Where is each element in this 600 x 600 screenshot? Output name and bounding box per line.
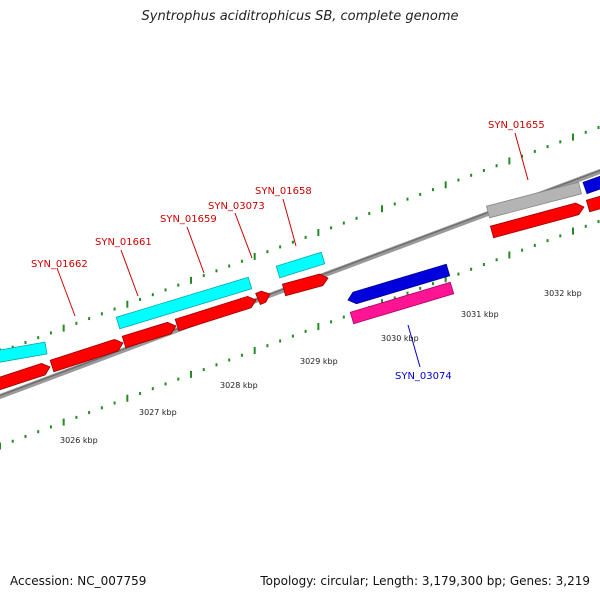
upper-tick-track — [0, 126, 600, 356]
gene-label-forward: SYN_01661 — [95, 237, 152, 248]
gene-bar-cyan — [275, 251, 326, 279]
accession-text: Accession: NC_007759 — [10, 574, 147, 588]
gene-label-forward: SYN_01659 — [160, 214, 217, 225]
gene-bar-cyan — [115, 276, 253, 330]
label-leader-lines — [56, 132, 529, 368]
gene-label-forward: SYN_01662 — [31, 259, 88, 270]
gene-label-forward: SYN_01658 — [255, 186, 312, 197]
map-title: Syntrophus aciditrophicus SB, complete g… — [141, 9, 459, 24]
leader-line — [234, 212, 253, 259]
topology-summary: Topology: circular; Length: 3,179,300 bp… — [260, 574, 590, 588]
cds-arrow-red — [174, 295, 257, 332]
gene-label-forward: SYN_03073 — [208, 201, 265, 212]
gene-bar-blue — [582, 175, 600, 195]
leader-line — [186, 226, 205, 274]
scale-label: 3032 kbp — [544, 289, 582, 298]
leader-line — [120, 249, 139, 297]
cds-arrow-red — [0, 363, 51, 391]
leader-line — [56, 267, 76, 317]
gene-bar-cyan — [0, 341, 48, 363]
scale-label: 3031 kbp — [461, 310, 499, 319]
leader-line — [514, 132, 529, 181]
cds-arrow-red — [121, 321, 177, 349]
cds-arrow-red — [255, 290, 271, 306]
cds-bar-magenta — [349, 281, 455, 325]
scale-label: 3030 kbp — [381, 334, 419, 343]
scale-label: 3026 kbp — [60, 436, 98, 445]
lower-tick-track — [0, 220, 600, 450]
scale-label: 3029 kbp — [300, 357, 338, 366]
feature-track — [0, 175, 600, 391]
cds-arrow-red — [489, 202, 585, 239]
cds-arrow-red — [49, 339, 124, 373]
cds-arrow-red — [585, 195, 600, 213]
scale-label: 3028 kbp — [220, 381, 258, 390]
scale-label: 3027 kbp — [139, 408, 177, 417]
leader-line — [282, 198, 297, 247]
gene-label-reverse: SYN_03074 — [395, 371, 452, 382]
leader-line — [407, 324, 421, 368]
scale-labels: 3026 kbp 3027 kbp 3028 kbp 3029 kbp 3030 kbp… — [60, 289, 582, 445]
gene-labels: SYN_01662 SYN_01661 SYN_01659 SYN_03073 SYN_… — [31, 120, 545, 382]
gene-label-forward: SYN_01655 — [488, 120, 545, 131]
cds-arrow-red — [281, 273, 329, 297]
gene-bar-gray — [485, 181, 583, 219]
gene-bar-blue — [347, 263, 451, 305]
